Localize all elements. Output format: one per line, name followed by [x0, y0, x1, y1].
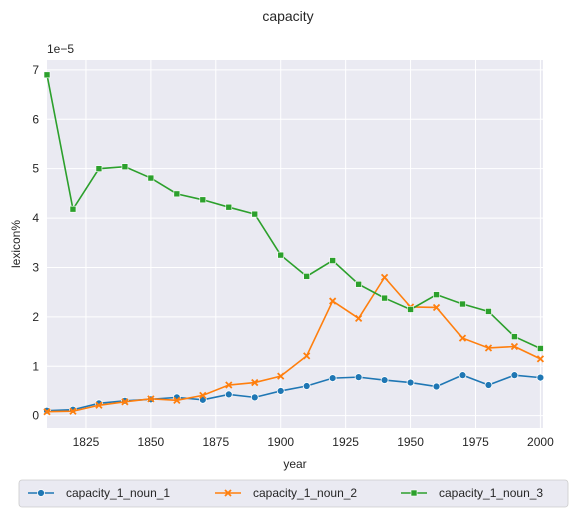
data-point [95, 401, 103, 409]
legend-box [18, 479, 569, 508]
series-capacity_1_noun_2 [43, 273, 545, 416]
data-point [121, 163, 129, 170]
data-point [381, 294, 388, 302]
data-point [407, 306, 414, 313]
data-point [380, 273, 389, 281]
x-axis-ticks: 1825 1850 1875 1900 1925 1950 1975 2000 [73, 435, 554, 449]
data-point [354, 314, 363, 322]
y-axis-label: lexicon% [9, 220, 23, 268]
data-point [511, 333, 518, 340]
y-tick-label: 0 [32, 409, 39, 423]
data-point [459, 300, 466, 308]
data-point [147, 395, 155, 403]
x-tick-label: 1950 [397, 435, 424, 449]
x-tick-label: 1900 [267, 435, 294, 449]
x-tick-label: 1875 [202, 435, 229, 449]
data-point [406, 378, 415, 387]
data-point [277, 251, 285, 259]
data-point [484, 381, 493, 389]
y-tick-label: 7 [32, 63, 39, 77]
data-point [95, 165, 103, 172]
legend: capacity_1_noun_1 capacity_1_noun_2 capaci… [18, 479, 569, 508]
legend-label: capacity_1_noun_1 [66, 486, 170, 500]
series-line [46, 74, 541, 350]
data-point [303, 352, 311, 360]
legend-item: capacity_1_noun_3 [401, 486, 543, 500]
chart-title: capacity [262, 8, 313, 24]
data-point [250, 393, 259, 402]
data-point [251, 210, 259, 218]
y-tick-label: 6 [32, 112, 39, 126]
data-point [303, 273, 310, 280]
x-tick-label: 1825 [73, 435, 100, 449]
data-point [329, 257, 336, 264]
data-point [485, 308, 492, 315]
data-point [510, 342, 519, 351]
data-point [355, 280, 362, 288]
data-point [224, 489, 232, 497]
data-point [458, 371, 467, 380]
y-tick-label: 3 [32, 260, 39, 274]
legend-item: capacity_1_noun_2 [215, 486, 357, 500]
plot-area [47, 60, 543, 428]
data-point [458, 334, 467, 342]
data-point [410, 489, 418, 497]
data-point [432, 303, 441, 312]
data-point [69, 407, 77, 415]
data-point [536, 355, 545, 363]
data-point [537, 345, 544, 352]
data-point [199, 391, 207, 400]
data-point [43, 408, 51, 416]
x-tick-label: 2000 [527, 435, 554, 449]
data-point [225, 381, 233, 389]
series-capacity_1_noun_3 [43, 71, 544, 352]
data-point [433, 291, 440, 298]
x-axis-label: year [283, 457, 306, 471]
series-line [46, 276, 541, 413]
data-point [277, 372, 285, 380]
data-point [328, 374, 337, 383]
data-point [302, 382, 311, 390]
data-point [43, 71, 51, 79]
y-tick-label: 1 [32, 359, 39, 373]
data-point [276, 387, 285, 395]
y-tick-label: 5 [32, 162, 39, 176]
data-point [354, 373, 363, 382]
data-point [225, 203, 233, 211]
data-point [329, 297, 337, 305]
y-scale-multiplier: 1e−5 [47, 42, 74, 56]
data-point [69, 205, 77, 213]
y-tick-label: 4 [32, 211, 39, 225]
data-point [173, 190, 181, 198]
data-point [199, 196, 207, 204]
x-tick-label: 1925 [332, 435, 359, 449]
data-point [173, 396, 181, 404]
legend-label: capacity_1_noun_3 [439, 486, 543, 500]
data-point [432, 382, 441, 391]
x-tick-label: 1850 [138, 435, 165, 449]
data-point [251, 378, 259, 387]
data-point [147, 174, 155, 182]
data-point [536, 373, 545, 382]
data-point [484, 344, 493, 352]
x-tick-label: 1975 [462, 435, 489, 449]
data-point [121, 398, 129, 406]
y-axis-ticks: 0 1 2 3 4 5 6 7 [32, 63, 39, 423]
data-point [37, 489, 45, 497]
legend-label: capacity_1_noun_2 [253, 486, 357, 500]
y-tick-label: 2 [32, 310, 39, 324]
data-point [380, 376, 389, 384]
data-point [224, 390, 233, 399]
legend-item: capacity_1_noun_1 [28, 486, 170, 500]
data-point [510, 371, 519, 380]
series-lines [43, 71, 545, 416]
